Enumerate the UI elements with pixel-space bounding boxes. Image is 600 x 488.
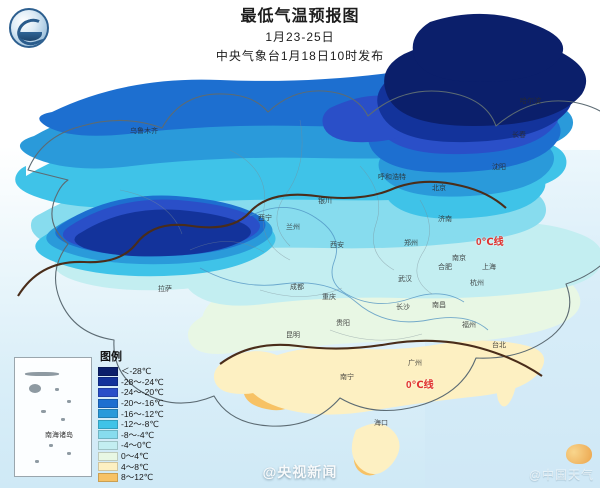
legend-swatch: [98, 366, 118, 376]
legend-label: 4～8℃: [121, 461, 149, 472]
legend-row: -28～-24℃: [98, 377, 184, 388]
place-label-nanning: 南宁: [340, 374, 354, 381]
legend-label: -4～0℃: [121, 440, 152, 451]
legend-row: 0～4℃: [98, 451, 184, 462]
logo-wave-icon: [18, 32, 42, 41]
legend-row: -20～-16℃: [98, 398, 184, 409]
watermark-center: @央视新闻: [262, 464, 338, 480]
place-label-hefei: 合肥: [438, 264, 452, 271]
isotherm-zero-north: [17, 180, 507, 297]
band-4-8c-hainan: [351, 423, 400, 475]
legend-label: -16～-12℃: [121, 408, 164, 419]
place-label-chengdu: 成都: [290, 284, 304, 291]
legend-swatch: [98, 409, 118, 419]
place-label-yinchuan: 银川: [318, 198, 332, 205]
band-4-8c-south: [247, 340, 545, 415]
place-label-xining: 西宁: [258, 215, 272, 222]
place-label-wuhan: 武汉: [398, 276, 412, 283]
legend-label: -8～-4℃: [121, 429, 155, 440]
legend-label: 8～12℃: [121, 472, 154, 483]
cma-logo-icon: [9, 8, 49, 48]
place-label-haikou: 海口: [374, 420, 388, 427]
place-label-beijing: 北京: [432, 185, 446, 192]
yangtze-river: [199, 267, 489, 331]
legend-row: -12～-8℃: [98, 419, 184, 430]
place-label-nanchang: 南昌: [432, 302, 446, 309]
place-label-harbin: 哈尔滨: [520, 98, 541, 105]
inset-label: 南海诸岛: [45, 432, 73, 439]
legend-swatch: [98, 419, 118, 429]
place-label-guiyang: 贵阳: [336, 320, 350, 327]
band-0-4c-sw: [187, 304, 268, 354]
issuer-line: 中央气象台1月18日10时发布: [215, 49, 385, 63]
legend-row: -4～0℃: [98, 440, 184, 451]
place-label-taipei: 台北: [492, 342, 506, 349]
legend-swatch: [98, 387, 118, 397]
zero-line-label-south: 0℃线: [406, 380, 434, 391]
legend-row: 8～12℃: [98, 472, 184, 483]
page-title: 最低气温预报图: [240, 8, 360, 25]
province-borders: [119, 119, 433, 341]
watermark-right: @中国天气: [528, 468, 594, 482]
place-label-shanghai: 上海: [482, 264, 496, 271]
place-label-urumqi: 乌鲁木齐: [130, 128, 158, 135]
legend-swatch: [98, 462, 118, 472]
yellow-river: [249, 207, 465, 304]
legend-row: -24～-20℃: [98, 387, 184, 398]
place-label-zhengzhou: 郑州: [404, 240, 418, 247]
band-4-8c-west: [213, 351, 285, 394]
place-label-hohhot: 呼和浩特: [378, 174, 406, 181]
band-m28-m24c-tibet: [74, 209, 252, 257]
legend-label: ＜-28℃: [121, 366, 152, 377]
title-block: 最低气温预报图 1月23-25日 中央气象台1月18日10时发布: [0, 6, 600, 66]
watermark-logo-icon: [566, 444, 592, 464]
legend-swatch: [98, 398, 118, 408]
legend-swatch: [98, 451, 118, 461]
legend-label: -20～-16℃: [121, 398, 164, 409]
legend-label: -24～-20℃: [121, 387, 164, 398]
forecast-date-range: 1月23-25日: [265, 30, 335, 44]
place-label-guangzhou: 广州: [408, 360, 422, 367]
legend-label: 0～4℃: [121, 451, 149, 462]
legend-row: -8～-4℃: [98, 430, 184, 441]
isotherm-zero-south: [219, 339, 543, 377]
place-label-fuzhou: 福州: [462, 322, 476, 329]
legend-row: -16～-12℃: [98, 408, 184, 419]
legend-label: -28～-24℃: [121, 376, 164, 387]
china-outline: [27, 90, 600, 427]
south-china-sea-inset: 南海诸岛: [14, 357, 92, 477]
place-label-hangzhou: 杭州: [470, 280, 484, 287]
place-label-xian: 西安: [330, 242, 344, 249]
legend-rows: ＜-28℃ -28～-24℃ -24～-20℃ -20～-16℃ -16～-12℃ -12…: [98, 366, 184, 483]
legend-swatch: [98, 377, 118, 387]
legend-swatch: [98, 440, 118, 450]
place-label-lanzhou: 兰州: [286, 224, 300, 231]
place-label-changsha: 长沙: [396, 304, 410, 311]
place-label-jinan: 济南: [438, 216, 452, 223]
legend-row: 4～8℃: [98, 461, 184, 472]
place-label-nanjing: 南京: [452, 255, 466, 262]
place-label-lhasa: 拉萨: [158, 286, 172, 293]
legend-label: -12～-8℃: [121, 419, 159, 430]
legend-row: ＜-28℃: [98, 366, 184, 377]
legend-swatch: [98, 472, 118, 482]
band-4-8c-taiwan: [495, 350, 518, 407]
place-label-shenyang: 沈阳: [492, 164, 506, 171]
band-lt-m28c-ne-ext: [412, 13, 564, 82]
legend-swatch: [98, 430, 118, 440]
place-label-changchun: 长春: [512, 132, 526, 139]
place-label-kunming: 昆明: [286, 332, 300, 339]
legend-title: 图例: [100, 351, 122, 363]
zero-line-label-north: 0℃线: [476, 237, 504, 248]
legend: 图例 ＜-28℃ -28～-24℃ -24～-20℃ -20～-16℃ -16～-12℃…: [98, 348, 184, 483]
place-label-chongqing: 重庆: [322, 294, 336, 301]
